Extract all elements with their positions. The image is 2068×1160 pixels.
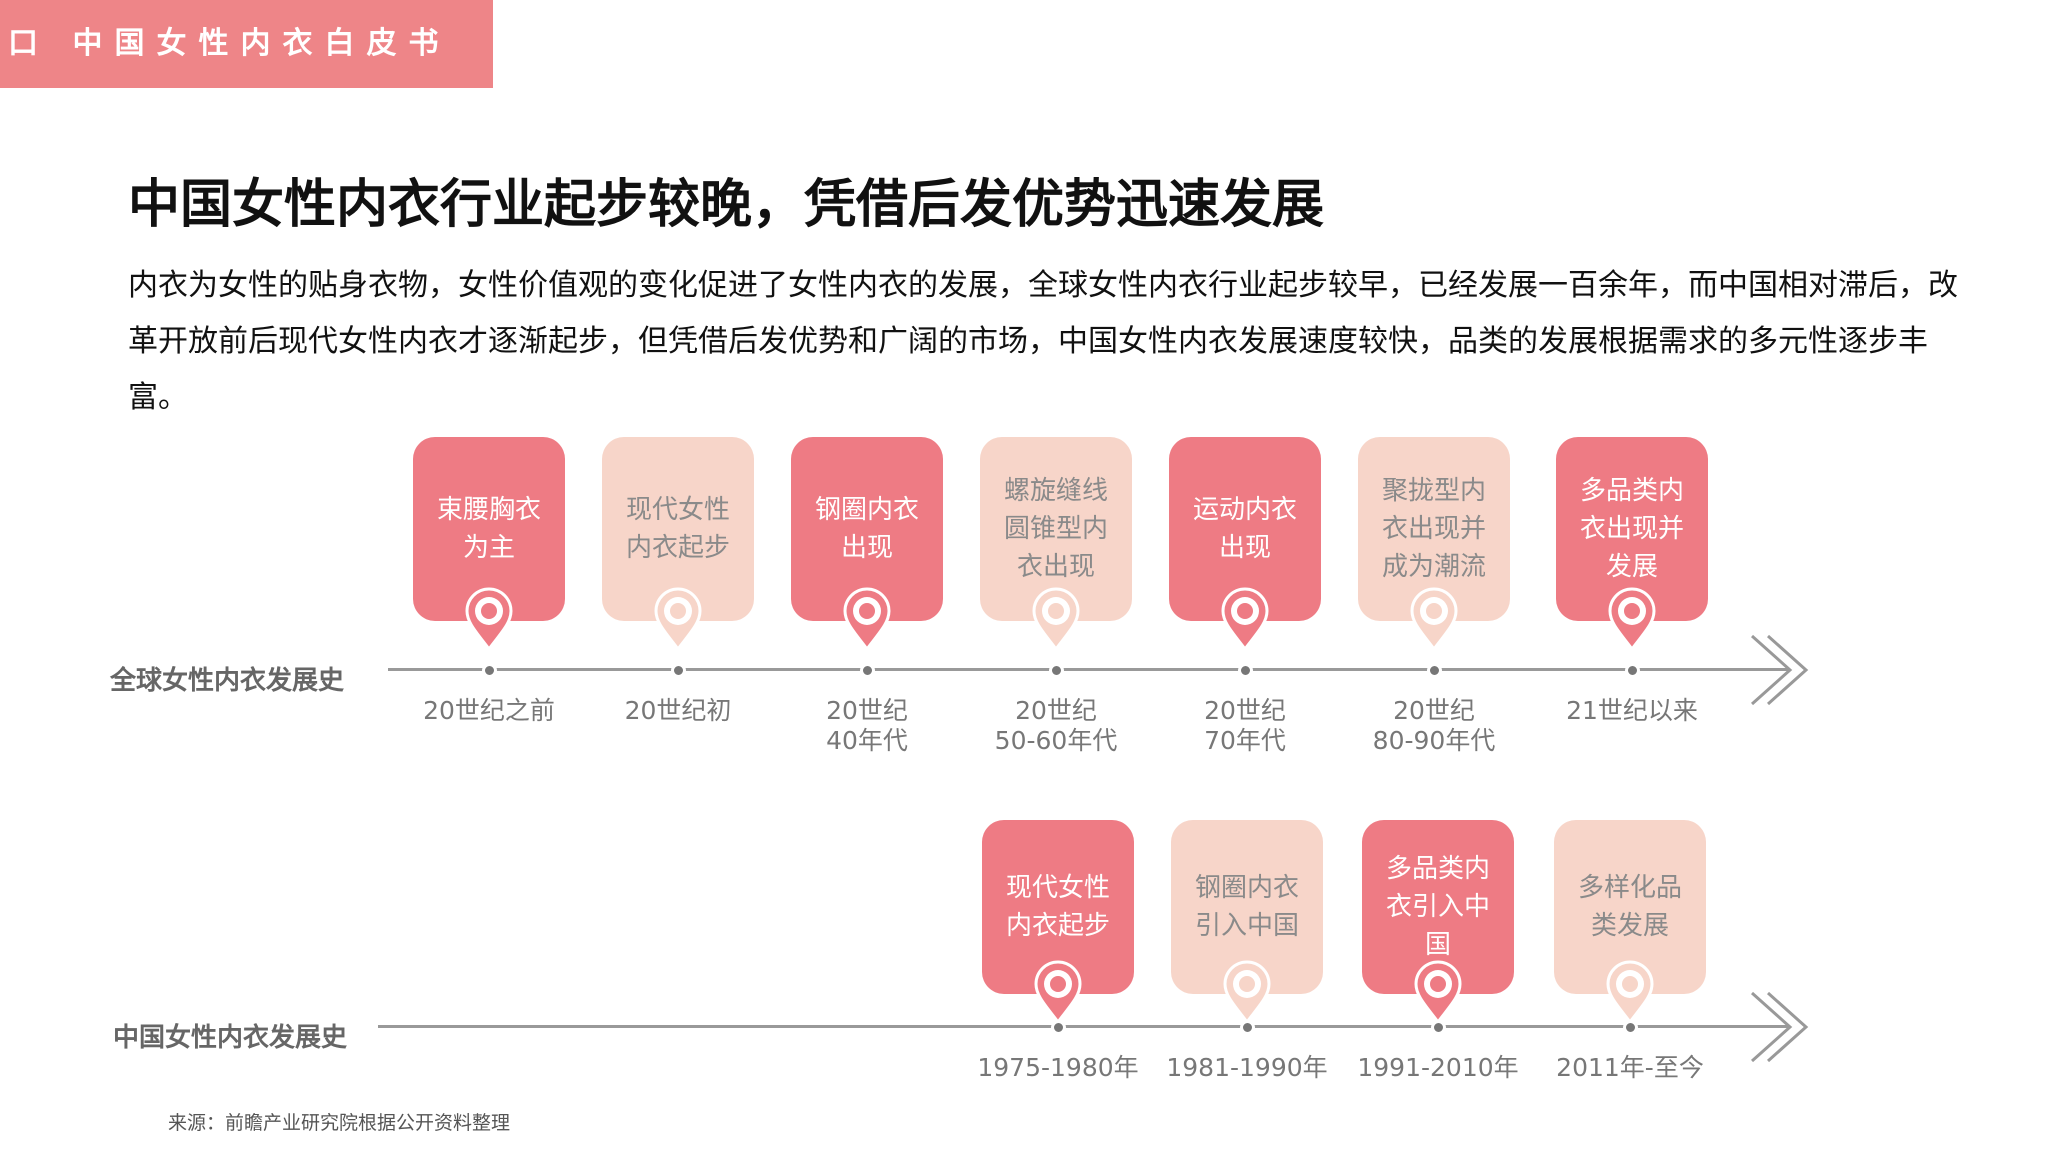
china-axis-arrow-icon [1748, 987, 1812, 1067]
location-pin-icon [1408, 587, 1460, 652]
period-label: 20世纪初 [624, 696, 732, 725]
timeline-dot [1623, 1020, 1638, 1035]
period-label: 1991-2010年 [1357, 1053, 1519, 1082]
period-label: 20世纪 70年代 [1204, 696, 1286, 755]
header-tab: 口 中国女性内衣白皮书 [0, 0, 493, 88]
china-timeline-axis [378, 1025, 1788, 1028]
milestone-text: 螺旋缝线圆锥型内衣出现 [1003, 476, 1108, 582]
milestone-text: 钢圈内衣引入中国 [1194, 873, 1299, 941]
period-label: 20世纪 80-90年代 [1372, 696, 1496, 755]
location-pin-icon [1030, 587, 1082, 652]
timeline-dot [860, 663, 875, 678]
intro-paragraph: 内衣为女性的贴身衣物，女性价值观的变化促进了女性内衣的发展，全球女性内衣行业起步… [128, 268, 1958, 415]
milestone-text: 多样化品类发展 [1577, 873, 1682, 941]
timeline-dot [671, 663, 686, 678]
milestone-text: 运动内衣出现 [1192, 495, 1297, 563]
location-pin-icon [1604, 960, 1656, 1025]
timeline-dot [482, 663, 497, 678]
location-pin-icon [1032, 960, 1084, 1025]
global-timeline-axis [388, 668, 1788, 671]
global-axis-arrow-icon [1748, 630, 1812, 710]
location-pin-icon [463, 587, 515, 652]
period-label: 1981-1990年 [1166, 1053, 1328, 1082]
location-pin-icon [652, 587, 704, 652]
global-timeline-label: 全球女性内衣发展史 [110, 666, 345, 696]
milestone-box: 螺旋缝线圆锥型内衣出现 [980, 437, 1132, 621]
milestone-box: 多品类内衣引入中国 [1362, 820, 1514, 994]
timeline-dot [1240, 1020, 1255, 1035]
timeline-dot [1427, 663, 1442, 678]
milestone-text: 多品类内衣出现并发展 [1579, 476, 1684, 582]
period-label: 1975-1980年 [977, 1053, 1139, 1082]
period-label: 20世纪 40年代 [826, 696, 908, 755]
china-timeline-label: 中国女性内衣发展史 [113, 1023, 348, 1053]
location-pin-icon [1606, 587, 1658, 652]
milestone-text: 现代女性内衣起步 [1005, 873, 1110, 941]
period-label: 20世纪 50-60年代 [994, 696, 1118, 755]
milestone-text: 现代女性内衣起步 [625, 495, 730, 563]
period-label: 2011年-至今 [1556, 1053, 1704, 1082]
source-note: 来源：前瞻产业研究院根据公开资料整理 [168, 1112, 511, 1134]
period-label: 21世纪以来 [1566, 696, 1698, 725]
timeline-dot [1051, 1020, 1066, 1035]
location-pin-icon [1219, 587, 1271, 652]
location-pin-icon [1221, 960, 1273, 1025]
milestone-text: 钢圈内衣出现 [814, 495, 919, 563]
page-title: 中国女性内衣行业起步较晚，凭借后发优势迅速发展 [128, 175, 1325, 235]
location-pin-icon [841, 587, 893, 652]
timeline-dot [1625, 663, 1640, 678]
timeline-dot [1431, 1020, 1446, 1035]
timeline-dot [1238, 663, 1253, 678]
milestone-text: 多品类内衣引入中国 [1385, 854, 1490, 960]
timeline-dot [1049, 663, 1064, 678]
location-pin-icon [1412, 960, 1464, 1025]
milestone-text: 束腰胸衣为主 [436, 495, 541, 563]
milestone-text: 聚拢型内衣出现并成为潮流 [1381, 476, 1486, 582]
period-label: 20世纪之前 [423, 696, 555, 725]
